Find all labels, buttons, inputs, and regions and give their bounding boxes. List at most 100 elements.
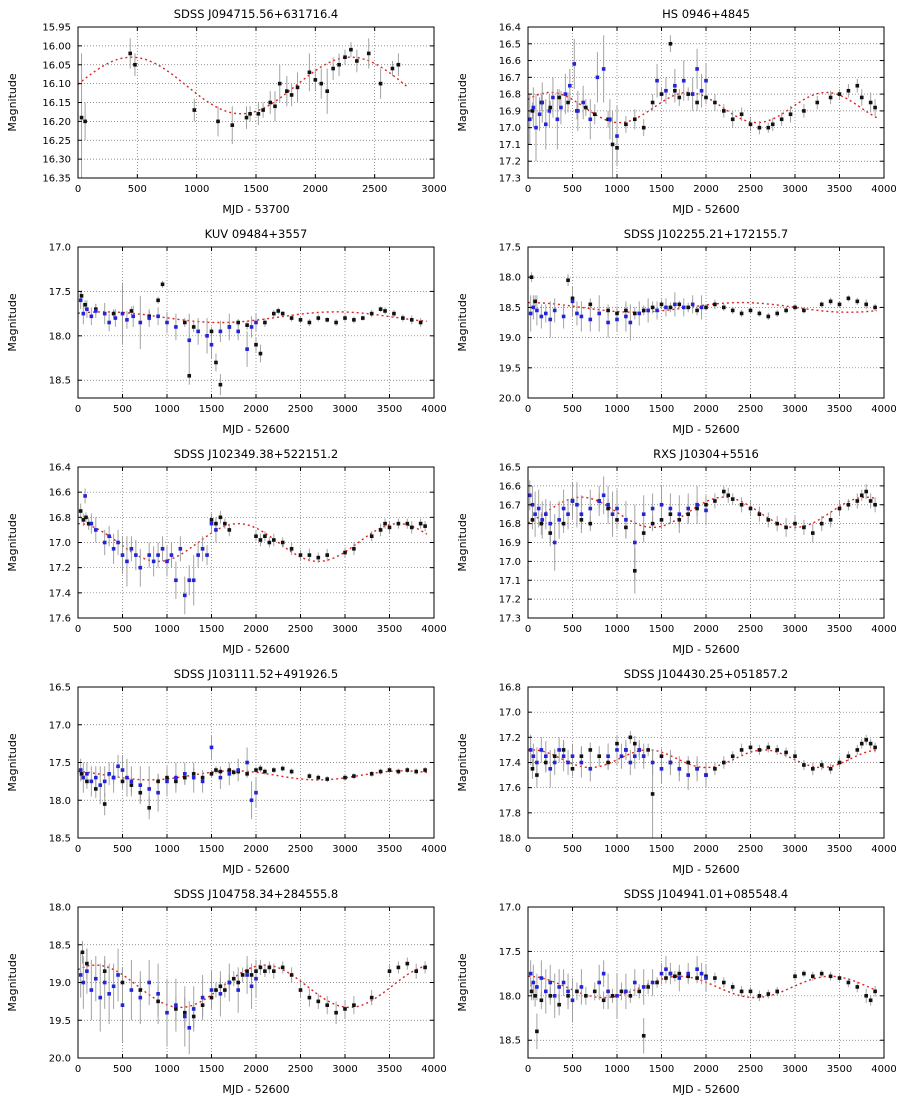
svg-text:17.0: 17.0: [499, 903, 521, 914]
svg-text:500: 500: [563, 184, 582, 195]
blue-points: [528, 299, 704, 325]
fit-curve: [528, 301, 877, 313]
svg-text:17.4: 17.4: [49, 588, 71, 599]
svg-text:3500: 3500: [827, 844, 852, 855]
svg-text:4000: 4000: [871, 404, 896, 415]
svg-text:500: 500: [113, 844, 132, 855]
svg-text:17.0: 17.0: [49, 243, 71, 254]
blue-points: [528, 62, 708, 138]
svg-text:16.8: 16.8: [499, 90, 521, 101]
svg-text:16.6: 16.6: [499, 481, 521, 492]
svg-text:17.4: 17.4: [499, 758, 521, 769]
x-tick-labels: 0 500 1000 1500 2000 2500 3000: [75, 184, 447, 195]
plot-canvas-1: 0 500 1000 1500 2000 2500 300015.9516.0016.051…: [6, 7, 447, 216]
svg-text:0: 0: [525, 844, 531, 855]
svg-text:1500: 1500: [199, 844, 224, 855]
y-axis-label: Magnitude: [6, 513, 19, 572]
blue-points-errorbars: [80, 282, 257, 367]
svg-text:16.9: 16.9: [499, 538, 521, 549]
subplot-title: SDSS J104758.34+284555.8: [174, 887, 339, 901]
blue-points: [78, 969, 258, 1030]
y-axis-label: Magnitude: [6, 953, 19, 1012]
svg-text:1000: 1000: [154, 404, 179, 415]
y-tick-labels: 16.8 17.0 17.2 17.4 17.6 17.8 18.0: [499, 683, 521, 845]
blue-points-errorbars: [84, 488, 217, 615]
y-axis-label: Magnitude: [6, 293, 19, 352]
svg-text:3000: 3000: [782, 1064, 807, 1075]
x-axis-label: MJD - 52600: [672, 643, 739, 656]
svg-text:20.0: 20.0: [49, 1054, 71, 1065]
svg-text:1500: 1500: [649, 844, 674, 855]
black-points: [79, 766, 427, 810]
x-axis-label: MJD - 52600: [222, 1083, 289, 1096]
plot-canvas-9: 0 500 1000 1500 2000 2500 3000 3500 4000 18.0 18.5…: [6, 887, 447, 1096]
svg-text:16.00: 16.00: [42, 41, 71, 52]
svg-text:16.15: 16.15: [42, 98, 71, 109]
svg-text:16.9: 16.9: [499, 106, 521, 117]
black-points: [529, 275, 877, 319]
y-tick-labels: 16.4 16.5 16.6 16.7 16.8 16.9 17.0 17.1 17.2 17.3: [499, 23, 521, 185]
svg-text:0: 0: [525, 624, 531, 635]
blue-points: [78, 298, 258, 351]
svg-text:17.0: 17.0: [49, 538, 71, 549]
svg-text:2500: 2500: [738, 184, 763, 195]
tick-marks: [527, 26, 885, 179]
tick-marks: [77, 686, 435, 839]
svg-text:18.5: 18.5: [49, 834, 71, 845]
svg-text:2000: 2000: [243, 404, 268, 415]
x-axis-label: MJD - 52600: [672, 863, 739, 876]
subplot-title: SDSS J102255.21+172155.7: [624, 227, 789, 241]
svg-text:2500: 2500: [288, 404, 313, 415]
x-axis-label: MJD - 52600: [672, 423, 739, 436]
x-axis-label: MJD - 53700: [222, 203, 289, 216]
x-tick-labels: 0 500 1000 1500 2000 2500 3000 3500 4000: [75, 844, 447, 855]
subplot-5: 0 500 1000 1500 2000 2500 3000 3500 4000 16.4 16.6…: [0, 440, 450, 660]
subplot-2: 0 500 1000 1500 2000 2500 3000 3500 4000 16.4 16.5…: [450, 0, 900, 220]
y-axis-label: Magnitude: [456, 733, 469, 792]
y-axis-label: Magnitude: [6, 733, 19, 792]
subplot-3: 0 500 1000 1500 2000 2500 3000 3500 4000 17.0 17.5…: [0, 220, 450, 440]
svg-text:3500: 3500: [827, 1064, 852, 1075]
svg-text:17.5: 17.5: [499, 947, 521, 958]
svg-text:3000: 3000: [782, 844, 807, 855]
y-tick-labels: 15.95 16.00 16.05 16.10 16.15 16.20 16.25 16.30…: [42, 23, 71, 185]
black-points: [80, 950, 427, 1019]
svg-text:500: 500: [563, 1064, 582, 1075]
plot-canvas-2: 0 500 1000 1500 2000 2500 3000 3500 4000 16.4 16.5…: [456, 7, 897, 216]
svg-text:1500: 1500: [243, 184, 268, 195]
svg-text:20.0: 20.0: [499, 394, 521, 405]
x-tick-labels: 0 500 1000 1500 2000 2500 3000 3500 4000: [525, 184, 897, 195]
svg-text:2000: 2000: [693, 184, 718, 195]
svg-text:3000: 3000: [332, 1064, 357, 1075]
y-tick-labels: 16.4 16.6 16.8 17.0 17.2 17.4 17.6: [49, 463, 71, 625]
y-tick-labels: 17.0 17.5 18.0 18.5: [499, 903, 521, 1047]
svg-text:16.35: 16.35: [42, 174, 71, 185]
y-tick-labels: 16.5 17.0 17.5 18.0 18.5: [49, 683, 71, 845]
svg-text:1500: 1500: [649, 404, 674, 415]
svg-text:0: 0: [75, 844, 81, 855]
x-axis-label: MJD - 52600: [222, 863, 289, 876]
svg-text:0: 0: [75, 404, 81, 415]
y-tick-labels: 18.0 18.5 19.0 19.5 20.0: [49, 903, 71, 1065]
svg-text:2000: 2000: [243, 624, 268, 635]
plot-canvas-5: 0 500 1000 1500 2000 2500 3000 3500 4000 16.4 16.6…: [6, 447, 447, 656]
subplot-1: 0 500 1000 1500 2000 2500 3000 15.95 16.00 16.05 1…: [0, 0, 450, 220]
fit-curve: [528, 91, 878, 124]
svg-text:19.0: 19.0: [499, 333, 521, 344]
svg-text:500: 500: [128, 184, 147, 195]
tick-marks: [77, 466, 435, 619]
y-axis-label: Magnitude: [456, 513, 469, 572]
subplot-title: SDSS J104941.01+085548.4: [624, 887, 789, 901]
svg-text:16.05: 16.05: [42, 60, 71, 71]
svg-text:18.0: 18.0: [499, 273, 521, 284]
svg-text:17.6: 17.6: [49, 614, 71, 625]
svg-text:18.0: 18.0: [499, 991, 521, 1002]
subplot-8: 0 500 1000 1500 2000 2500 3000 3500 4000 16.8 17.0…: [450, 660, 900, 880]
svg-text:1000: 1000: [604, 844, 629, 855]
plot-canvas-7: 0 500 1000 1500 2000 2500 3000 3500 4000 16.5 17.0…: [6, 667, 447, 876]
svg-text:17.8: 17.8: [499, 808, 521, 819]
black-points: [530, 41, 877, 150]
x-axis-label: MJD - 52600: [672, 1083, 739, 1096]
tick-marks: [77, 26, 435, 179]
black-points-errorbars: [531, 731, 876, 838]
